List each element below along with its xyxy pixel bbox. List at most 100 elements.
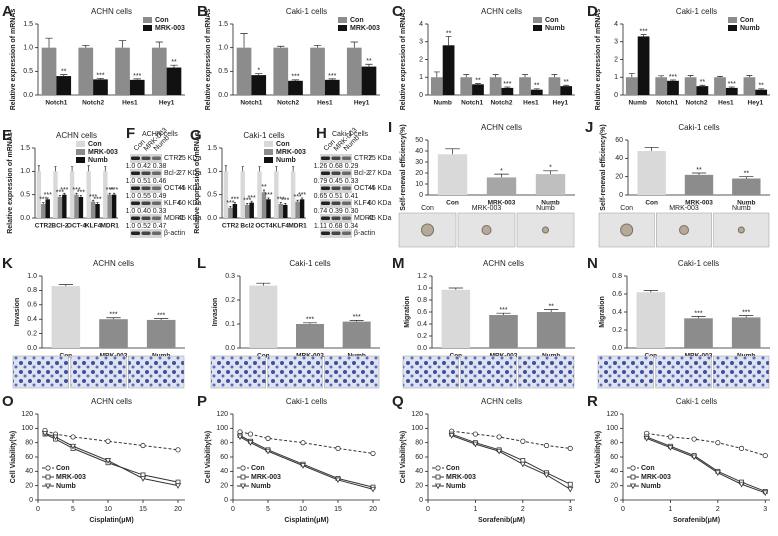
- y-tick-label: 100: [411, 425, 423, 432]
- significance: *: [500, 168, 503, 175]
- marker: [496, 434, 502, 440]
- legend-swatch: [728, 25, 737, 31]
- marker: [174, 483, 182, 489]
- band: [152, 186, 161, 190]
- bar: [489, 77, 502, 95]
- significance: ***: [157, 312, 165, 319]
- size-label: 45 KDa: [178, 185, 201, 192]
- y-tick-label: 80: [220, 440, 228, 447]
- x-tick-label: 1: [473, 506, 477, 513]
- error-bar: [445, 36, 452, 46]
- y-tick-label: 0.0: [417, 345, 427, 352]
- bar: [232, 204, 238, 218]
- error-bar: [691, 172, 707, 175]
- x-tick-label: 15: [334, 506, 342, 513]
- x-tick-label: 0: [231, 506, 235, 513]
- band: [331, 201, 341, 205]
- image-label: Numb: [536, 205, 555, 212]
- band: [342, 186, 351, 190]
- bar: [53, 171, 58, 218]
- legend-label: MRK-003: [155, 25, 185, 32]
- panel-letter: N: [587, 255, 598, 272]
- significance: ***: [44, 192, 52, 199]
- protein-label: MDR1: [164, 215, 184, 222]
- quant-label: 1.0 0.40 0.33: [126, 208, 167, 215]
- panel-letter: D: [587, 3, 598, 20]
- error-bar: [233, 202, 236, 204]
- image-label: Con: [620, 205, 633, 212]
- panel-letter: F: [126, 125, 135, 142]
- y-tick-label: 1.0: [23, 45, 33, 52]
- chart-title: Caki-1 cells: [289, 259, 330, 268]
- chart-title: ACHN cells: [91, 7, 132, 16]
- image-label: Numb: [732, 205, 751, 212]
- legend-label: Numb: [740, 25, 760, 32]
- marker: [762, 490, 769, 497]
- x-axis-label: Cisplatin(μM): [284, 517, 328, 524]
- bar: [437, 154, 468, 195]
- error-bar: [154, 318, 169, 320]
- significance: ***: [669, 74, 677, 81]
- marker: [714, 470, 721, 477]
- series-line: [646, 436, 766, 492]
- panel-letter: M: [392, 255, 405, 272]
- marker: [300, 440, 306, 446]
- error-bar: [463, 74, 470, 78]
- y-tick-label: 1.2: [417, 273, 427, 280]
- y-tick-label: 0.5: [23, 68, 33, 75]
- significance: ***: [294, 194, 302, 201]
- image-label: MRK-003: [472, 205, 502, 212]
- bar: [166, 67, 182, 95]
- band: [321, 201, 330, 205]
- y-tick-label: 0.3: [225, 273, 235, 280]
- error-bar: [494, 173, 509, 178]
- micrograph: [713, 355, 770, 389]
- band: [141, 216, 151, 220]
- bar: [115, 47, 130, 95]
- error-bar: [728, 86, 735, 88]
- panel-letter: R: [587, 393, 598, 410]
- bar: [95, 204, 100, 218]
- legend-swatch: [338, 25, 347, 31]
- series-line: [451, 430, 571, 449]
- x-tick-label: 5: [71, 506, 75, 513]
- y-tick-label: 0: [419, 92, 423, 99]
- x-tick-label: Hey1: [354, 100, 370, 107]
- micrograph: [597, 355, 654, 389]
- error-bar: [240, 33, 248, 48]
- y-tick-label: 0.6: [27, 302, 37, 309]
- bar: [755, 89, 768, 95]
- series-line: [646, 437, 766, 494]
- panel-letter: G: [190, 127, 202, 144]
- chart-title: ACHN cells: [481, 7, 522, 16]
- error-bar: [758, 88, 765, 90]
- size-label: 45 KDa: [178, 215, 201, 222]
- significance: ***: [499, 307, 507, 314]
- y-tick-label: 4: [614, 21, 618, 28]
- bar: [278, 204, 284, 218]
- micrograph: [210, 355, 266, 389]
- marker: [567, 486, 574, 493]
- x-tick-label: KLF4: [85, 223, 102, 230]
- micrograph: [655, 355, 712, 389]
- bar: [41, 47, 57, 95]
- error-bar: [533, 88, 540, 90]
- error-bar: [303, 322, 317, 324]
- band: [141, 171, 151, 175]
- y-tick-label: 40: [415, 468, 423, 475]
- y-tick-label: 0.6: [612, 291, 622, 298]
- significance: ***: [281, 197, 289, 204]
- marker: [175, 447, 181, 453]
- bar: [261, 192, 267, 218]
- band: [321, 156, 330, 160]
- protein-label: CTR2: [354, 155, 372, 162]
- significance: ***: [328, 73, 336, 80]
- y-axis-label: Relative expression of mRNAs: [400, 9, 407, 111]
- legend-swatch: [728, 17, 737, 23]
- bar: [257, 171, 262, 218]
- y-axis-label: Invasion: [212, 298, 219, 326]
- quant-label: 1.0 0.55 0.49: [126, 193, 167, 200]
- marker: [472, 441, 479, 448]
- marker: [567, 481, 573, 487]
- bar: [530, 89, 543, 95]
